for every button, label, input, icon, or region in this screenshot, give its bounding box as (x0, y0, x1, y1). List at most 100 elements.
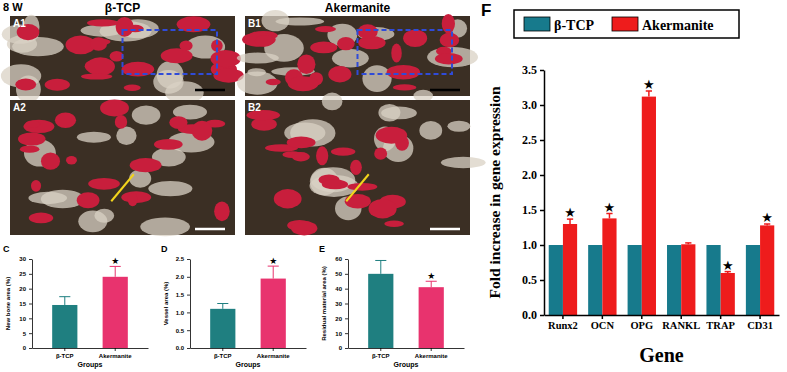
y-tick-label: 0.5 (176, 328, 185, 334)
image-background (245, 100, 470, 235)
x-tick-mark (273, 348, 274, 351)
y-tick-mark (187, 312, 190, 313)
bone-patch (403, 30, 427, 47)
significance-star: ★ (722, 258, 734, 273)
x-tick-mark (222, 348, 223, 351)
y-tick-mark (345, 289, 348, 290)
bone-patch (130, 158, 162, 172)
bone-patch (322, 180, 348, 190)
x-tick: β-TCP (214, 348, 232, 359)
bone-patch (77, 192, 100, 208)
marks (549, 91, 775, 315)
chart: ★051015202530β-TCPAkermaniteNew bone are… (3, 244, 149, 369)
tissue-patch (77, 132, 111, 143)
arrow (346, 174, 369, 201)
bone-patch (242, 32, 276, 46)
y-axis-line (32, 260, 33, 349)
plot: ★★★★★0.00.51.01.52.02.53.03.5Runx2OCNOPG… (486, 10, 780, 366)
x-tick: β-TCP (56, 348, 74, 359)
x-tick-label: RANKL (662, 320, 700, 331)
error-bar (375, 260, 386, 273)
y-tick-label: 20 (19, 286, 26, 292)
y-tick: 30 (335, 301, 348, 307)
bone-patch (15, 78, 36, 90)
tissue-patch (362, 65, 391, 92)
y-tick-label: 2.0 (522, 168, 537, 182)
x-axis-title: Groups (236, 361, 261, 369)
bar (210, 309, 235, 348)
bone-patch (393, 84, 417, 90)
tissue-patch (322, 93, 343, 111)
bone-patch (440, 33, 460, 47)
y-tick-mark (187, 259, 190, 260)
bone-patch (347, 183, 377, 191)
bone-patch (116, 17, 134, 37)
error-bar (110, 266, 121, 276)
bone-patch (288, 76, 319, 91)
y-tick-mark (345, 318, 348, 319)
y-tick: 1.5 (176, 292, 190, 298)
bone-patch (374, 147, 387, 159)
y-axis-line (348, 260, 349, 349)
arrow (111, 174, 134, 201)
y-tick: 0.0 (522, 308, 544, 322)
y-tick-mark (540, 245, 544, 247)
bone-patch (387, 65, 421, 80)
y-tick-mark (345, 259, 348, 260)
bone-patch (316, 146, 328, 165)
error-stem (64, 297, 65, 305)
y-tick: 20 (19, 286, 32, 292)
y-axis: 0102030405060 (335, 256, 348, 351)
x-axis: Runx2OCNOPGRANKLTRAPCD31 (545, 315, 780, 331)
bone-patch (337, 37, 355, 50)
y-tick-mark (29, 304, 32, 305)
y-tick-mark (29, 259, 32, 260)
bone-patch (292, 152, 310, 161)
bone-patch (169, 116, 187, 129)
y-tick-mark (540, 280, 544, 282)
tissue-patch (94, 209, 114, 223)
y-tick-label: 0.0 (176, 345, 185, 351)
y-tick-mark (540, 70, 544, 72)
y-tick: 2.5 (176, 256, 190, 262)
y-tick-mark (345, 348, 348, 349)
y-tick-mark (29, 318, 32, 319)
y-tick-mark (29, 289, 32, 290)
bone-patch (297, 54, 315, 74)
y-tick-label: 0 (23, 345, 27, 351)
x-tick-mark (641, 315, 643, 319)
y-tick-label: 50 (335, 271, 342, 277)
bone-patch (90, 37, 107, 51)
bone-patch (154, 139, 183, 150)
x-tick: TRAP (706, 315, 735, 331)
tissue-patch (262, 10, 290, 31)
x-axis-line (545, 315, 780, 317)
x-tick: Akermanite (415, 348, 448, 359)
tissue-patch (148, 181, 192, 196)
bone-patch (435, 53, 463, 64)
y-tick: 3.0 (522, 98, 544, 112)
x-tick-label: Akermanite (415, 353, 448, 359)
y-axis: 051015202530 (19, 256, 32, 351)
x-tick-mark (431, 348, 432, 351)
y-tick: 10 (19, 316, 32, 322)
y-axis-line (190, 260, 191, 349)
tissue-patch (447, 121, 470, 132)
legend-swatch (612, 17, 638, 31)
panel-letter: F (481, 1, 491, 20)
bone-patch (350, 160, 362, 175)
y-tick: 2.0 (176, 274, 190, 280)
legend-frame (514, 10, 739, 38)
panel-letter: E (319, 244, 325, 254)
x-tick-label: TRAP (706, 320, 735, 331)
error-cap (59, 296, 70, 297)
y-tick-label: 1.0 (522, 238, 537, 252)
bone-patch (20, 146, 40, 153)
x-axis: β-TCPAkermanite (33, 348, 149, 359)
bone-patch (23, 120, 54, 133)
x-axis-title: Groups (394, 361, 419, 369)
x-tick-mark (64, 348, 65, 351)
tissue-patch (140, 217, 190, 236)
x-tick: OPG (630, 315, 653, 331)
x-tick-label: Runx2 (548, 320, 578, 331)
